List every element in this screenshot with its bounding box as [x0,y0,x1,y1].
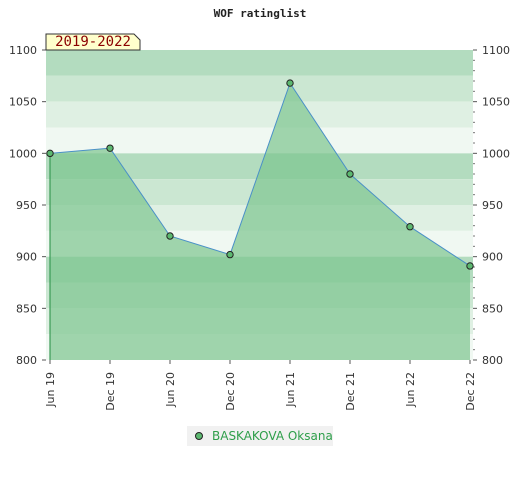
period-badge-text: 2019-2022 [55,34,131,50]
y-tick-label-right: 1050 [482,96,510,109]
area-fill [50,83,470,361]
x-tick-label: Jun 22 [404,372,417,408]
y-tick-label-left: 1000 [9,147,37,160]
data-point [166,232,174,240]
series-line [49,81,471,267]
y-tick-label-left: 1050 [9,96,37,109]
x-tick-label: Dec 21 [344,372,357,411]
legend-box [187,426,333,446]
background-band [46,101,473,128]
y-tick-label-right: 850 [482,302,503,315]
data-point [106,144,114,152]
data-point [466,262,474,270]
x-tick-label: Jun 19 [44,372,57,408]
markers [46,79,474,270]
legend-label: BASKAKOVA Oksana [212,429,333,443]
data-point [406,223,414,231]
chart-title: WOF ratinglist [214,7,307,20]
period-badge: 2019-2022 [45,33,141,51]
y-tick-label-left: 1100 [9,44,37,57]
y-tick-label-left: 850 [16,302,37,315]
x-tick-label: Dec 20 [224,372,237,411]
period-badge-box [45,33,141,51]
x-tick-label: Dec 22 [464,372,477,411]
area-layer [49,81,471,361]
data-point [226,250,234,259]
y-tick-label-right: 800 [482,354,503,367]
y-tick-label-right: 900 [482,251,503,264]
x-tick-label: Dec 19 [104,372,117,411]
axes: 800 800 850 850 900 900 950 950 1000 1000 1050 1050… [9,44,510,411]
legend: BASKAKOVA Oksana [187,426,333,446]
background-band [46,50,473,76]
background-band [46,75,473,102]
data-point [46,149,54,158]
y-tick-label-right: 950 [482,199,503,212]
y-tick-label-left: 800 [16,354,37,367]
y-tick-label-right: 1000 [482,147,510,160]
y-tick-label-left: 950 [16,199,37,212]
x-tick-label: Jun 21 [284,372,297,408]
data-point [286,79,294,87]
legend-marker [195,432,203,440]
x-tick-label: Jun 20 [164,372,177,408]
data-point [346,170,354,178]
y-tick-label-left: 900 [16,251,37,264]
background-band [46,127,473,154]
y-tick-label-right: 1100 [482,44,510,57]
